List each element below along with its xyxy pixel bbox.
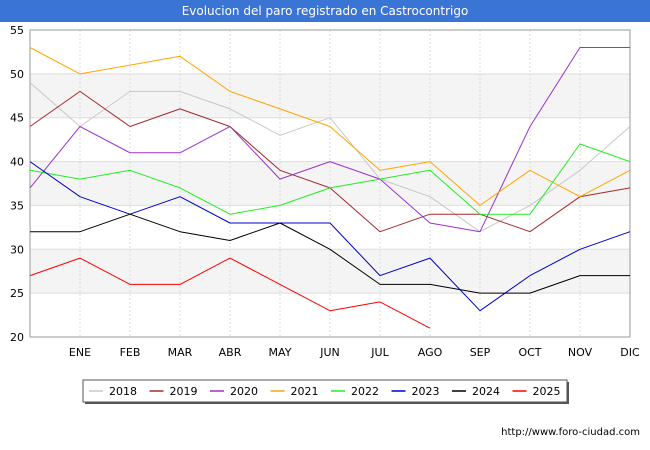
x-tick-label: ENE xyxy=(69,346,91,359)
series-line-2024 xyxy=(30,213,630,294)
x-tick-label: JUN xyxy=(319,346,340,359)
y-tick-label: 20 xyxy=(10,331,24,344)
legend-label-2019: 2019 xyxy=(170,385,198,398)
y-tick-label: 35 xyxy=(10,199,24,212)
y-tick-label: 40 xyxy=(10,156,24,169)
x-tick-label: AGO xyxy=(418,346,443,359)
legend-label-2018: 2018 xyxy=(109,385,137,398)
x-tick-label: SEP xyxy=(470,346,491,359)
series-line-2018 xyxy=(29,82,631,233)
x-tick-label: DIC xyxy=(620,346,640,359)
x-tick-label: NOV xyxy=(568,346,593,359)
legend-label-2024: 2024 xyxy=(472,385,500,398)
x-tick-label: MAR xyxy=(168,346,193,359)
series-line-2021 xyxy=(29,47,631,206)
x-tick-label: ABR xyxy=(219,346,242,359)
series-line-2020 xyxy=(29,47,630,233)
legend xyxy=(82,379,568,403)
legend-label-2022: 2022 xyxy=(351,385,379,398)
legend-label-2023: 2023 xyxy=(412,385,440,398)
x-tick-label: OCT xyxy=(518,346,541,359)
y-tick-label: 50 xyxy=(10,68,24,81)
x-tick-label: FEB xyxy=(120,346,141,359)
y-tick-label: 25 xyxy=(10,287,24,300)
y-tick-label: 55 xyxy=(10,24,24,37)
source-url[interactable]: http://www.foro-ciudad.com xyxy=(501,427,640,438)
y-tick-label: 30 xyxy=(10,243,24,256)
legend-label-2025: 2025 xyxy=(533,385,561,398)
legend-label-2020: 2020 xyxy=(230,385,258,398)
series-line-2025 xyxy=(29,257,431,329)
chart-title: Evolucion del paro registrado en Castroc… xyxy=(0,0,650,22)
y-tick-label: 45 xyxy=(10,112,24,125)
x-tick-label: MAY xyxy=(269,346,292,359)
series-line-2022 xyxy=(29,143,631,215)
plot-area xyxy=(29,29,631,338)
legend-label-2021: 2021 xyxy=(291,385,319,398)
x-tick-label: JUL xyxy=(370,346,389,359)
